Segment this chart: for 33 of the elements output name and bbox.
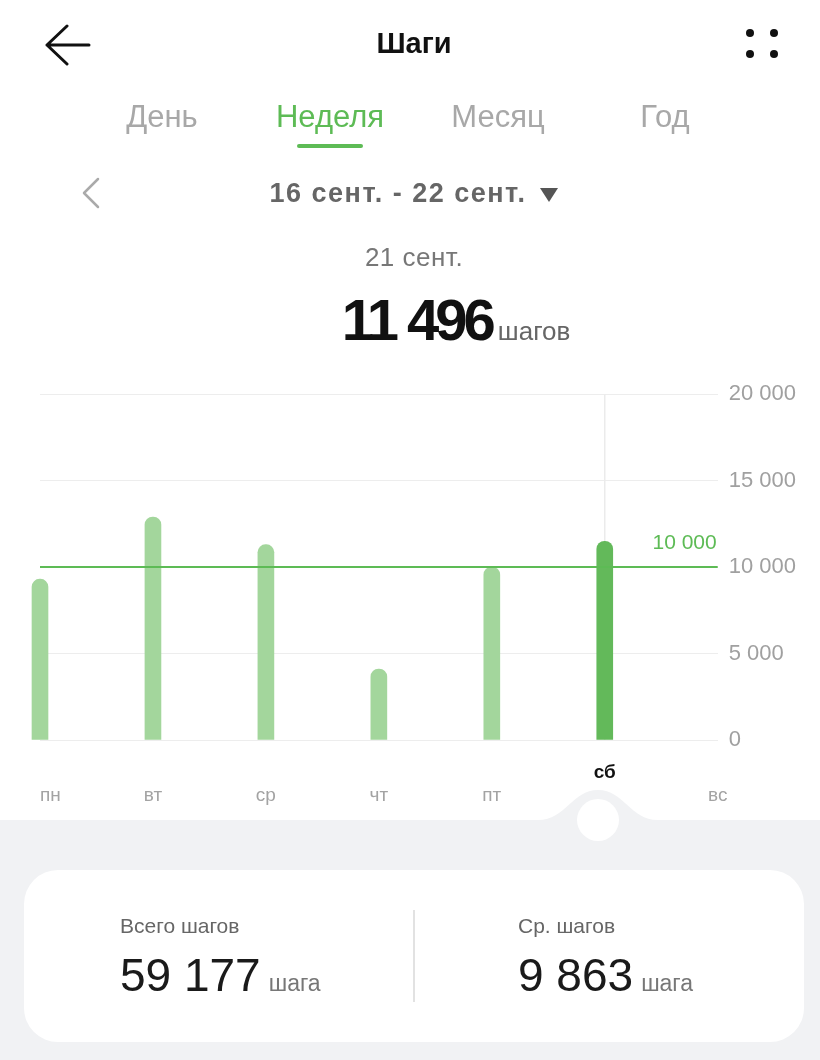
bar <box>31 578 49 740</box>
chart-title: Шаги <box>376 27 452 60</box>
y-tick-label: 0 <box>728 726 741 752</box>
x-tick-label: чт <box>369 784 389 806</box>
y-tick-label: 15 000 <box>728 466 797 492</box>
text: Месяц <box>451 99 545 135</box>
text: шага <box>268 970 321 997</box>
text: 59 177 <box>120 948 261 1002</box>
text: Всего шагов <box>120 914 240 938</box>
x-tick-label: вт <box>143 784 163 806</box>
chart-subtitle: 16 сент. - 22 сент. <box>269 178 527 209</box>
text: 11 496 <box>341 286 492 353</box>
ref-line-label: 10 000 <box>652 529 717 553</box>
text: Год <box>640 99 690 135</box>
x-tick-label: пт <box>482 784 502 806</box>
y-tick-label: 20 000 <box>728 380 797 406</box>
bar <box>483 566 501 740</box>
y-tick-label: 10 000 <box>728 553 797 579</box>
x-tick-label: вс <box>708 784 728 806</box>
text: День <box>126 99 198 135</box>
x-tick-label: сб <box>593 761 616 783</box>
bar <box>257 544 275 740</box>
text: шагов <box>497 316 571 347</box>
text: Ср. шагов <box>518 914 616 938</box>
text: 21 сент. <box>364 242 464 273</box>
text: 9 863 <box>518 948 634 1002</box>
text: Неделя <box>275 99 385 135</box>
y-tick-label: 5 000 <box>728 639 784 665</box>
text: шага <box>641 970 694 997</box>
bar <box>144 516 162 740</box>
x-tick-label: ср <box>255 784 276 806</box>
bar <box>370 668 388 740</box>
x-tick-label: пн <box>40 784 61 806</box>
